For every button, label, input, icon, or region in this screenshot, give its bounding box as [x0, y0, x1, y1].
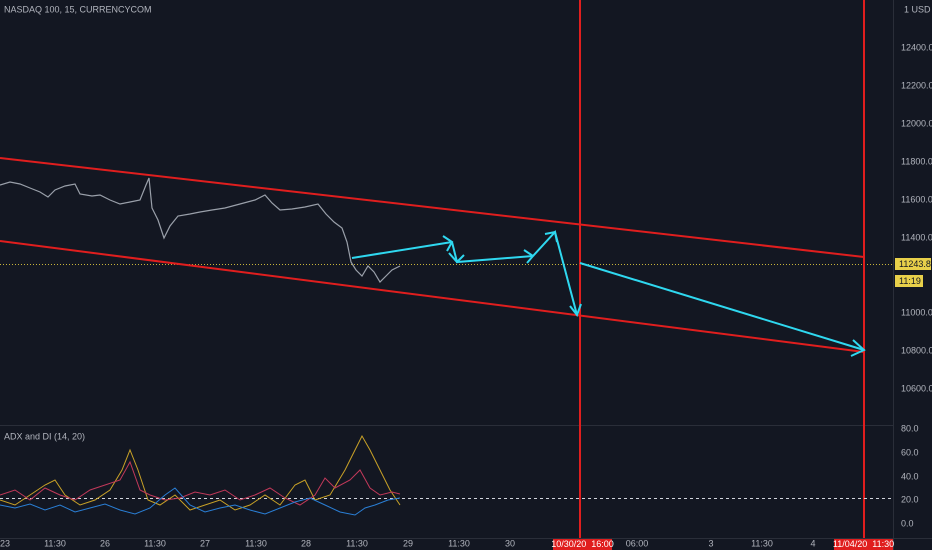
- indicator-axis-label: 40.0: [901, 471, 919, 481]
- arrow[interactable]: [351, 241, 453, 259]
- price-series: [0, 177, 401, 283]
- di-plus-line: [0, 460, 401, 506]
- time-axis-label: 27: [200, 538, 210, 548]
- time-axis-label: 28: [301, 538, 311, 548]
- price-tag-value: 11243.8: [899, 259, 931, 269]
- price-axis-label: 11800.0: [901, 156, 932, 166]
- lower-trend-line[interactable]: [0, 240, 865, 353]
- countdown-tag: [895, 275, 923, 287]
- indicator-axis-label: 20.0: [901, 494, 919, 504]
- upper-trend-line[interactable]: [0, 157, 865, 258]
- currency-label: 1 USD: [904, 4, 931, 14]
- time-axis-label: 11:30: [144, 538, 166, 548]
- time-marker: [553, 539, 612, 550]
- arrow-head: [850, 339, 866, 357]
- arrow-head: [544, 230, 558, 243]
- arrow-head: [448, 252, 465, 264]
- time-marker: [834, 539, 893, 550]
- time-axis-label: 11:30: [346, 538, 368, 548]
- arrow-head: [569, 303, 582, 318]
- time-axis-label: 06:00: [626, 538, 649, 548]
- indicator-axis-label: 60.0: [901, 447, 919, 457]
- time-axis-label: 3: [708, 538, 713, 548]
- indicator-title: ADX and DI (14, 20): [4, 431, 85, 441]
- indicator-axis-label: 0.0: [901, 518, 914, 528]
- arrow[interactable]: [579, 262, 865, 351]
- time-axis-label: 26: [100, 538, 110, 548]
- time-axis-label: 30: [505, 538, 515, 548]
- price-axis-label: 11000.0: [901, 307, 932, 317]
- time-axis-label: 11:30: [44, 538, 66, 548]
- price-axis-label: 11600.0: [901, 194, 932, 204]
- time-marker-label: 11/04/20 11:30: [833, 539, 894, 549]
- price-axis-label: 10600.0: [901, 383, 932, 393]
- time-axis-label: 29: [403, 538, 413, 548]
- time-axis-label: 4: [810, 538, 815, 548]
- price-axis-label: 11400.0: [901, 232, 932, 242]
- chart-title: NASDAQ 100, 15, CURRENCYCOM: [4, 4, 152, 14]
- time-marker-label: 10/30/20 16:00: [551, 539, 614, 549]
- price-axis-label: 10800.0: [901, 345, 932, 355]
- di-minus-line: [0, 487, 401, 516]
- forecast-arrows[interactable]: [351, 229, 866, 357]
- price-axis-label: 12200.0: [901, 80, 932, 90]
- time-axis-label: 11:30: [751, 538, 773, 548]
- price-tag: [895, 258, 931, 270]
- indicator-axis-label: 80.0: [901, 423, 919, 433]
- time-axis-label: 11:30: [448, 538, 470, 548]
- price-axis-label: 12400.0: [901, 42, 932, 52]
- price-axis-label: 12000.0: [901, 118, 932, 128]
- countdown-value: 11:19: [899, 276, 921, 286]
- time-axis-label: 11:30: [245, 538, 267, 548]
- time-axis-label: 23: [0, 538, 10, 548]
